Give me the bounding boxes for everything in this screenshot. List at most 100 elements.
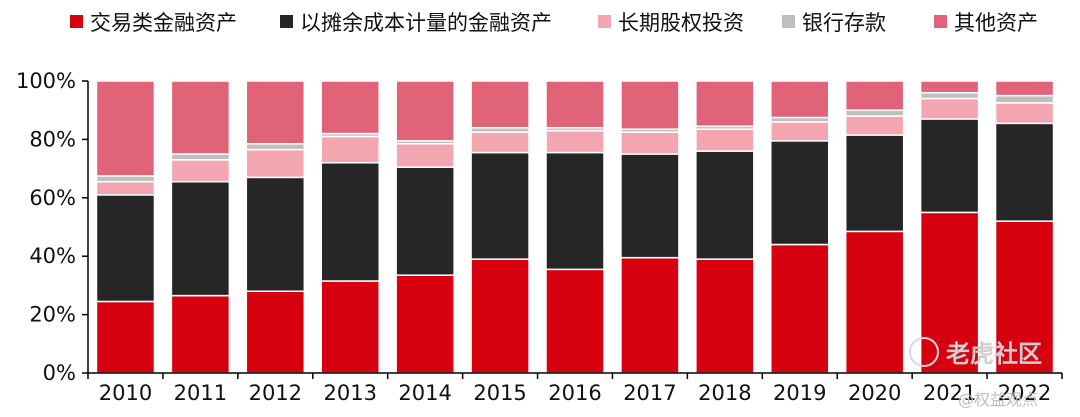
y-tick-label-4: 80% (29, 127, 76, 151)
watermark: 老虎社区 @权益观点 (909, 337, 1042, 409)
bar-segment-2020-0 (844, 230, 905, 374)
bar-segment-2018-0 (695, 258, 755, 374)
bar-segment-2012-3 (245, 143, 306, 151)
x-tick-label-2016: 2016 (548, 381, 601, 405)
x-tick-label-2015: 2015 (473, 381, 526, 405)
bar-stack-2021 (919, 80, 980, 374)
bar-segment-2016-1 (545, 151, 605, 271)
legend-label-0: 交易类金融资产 (90, 11, 237, 35)
bar-segment-2013-4 (320, 80, 380, 135)
watermark-brand: 老虎社区 (946, 340, 1042, 368)
x-tick-label-2019: 2019 (773, 381, 826, 405)
y-tick-label-2: 40% (29, 244, 76, 268)
y-tick-label-5: 100% (16, 69, 76, 93)
bar-segment-2018-4 (695, 80, 755, 128)
bar-segment-2012-1 (245, 176, 306, 292)
bar-segment-2010-1 (95, 194, 156, 303)
bar-segment-2016-4 (545, 80, 605, 129)
bar-segment-2012-2 (245, 148, 306, 179)
y-tick-label-1: 20% (29, 303, 76, 327)
bar-segment-2020-4 (844, 80, 905, 111)
bar-stack-2013 (320, 80, 380, 374)
bar-stack-2020 (844, 80, 905, 374)
bar-segment-2017-0 (620, 256, 680, 374)
bar-segment-2011-3 (170, 153, 231, 161)
legend-swatch-1 (280, 15, 293, 28)
bar-stack-2015 (470, 80, 530, 374)
bar-segment-2015-2 (470, 131, 530, 154)
watermark-logo-icon (909, 337, 939, 367)
bar-segment-2014-0 (395, 274, 455, 374)
y-tick-label-3: 60% (29, 186, 76, 210)
bar-segment-2022-3 (994, 94, 1055, 104)
bar-segment-2013-0 (320, 280, 380, 374)
bar-segment-2020-2 (844, 115, 905, 136)
bar-segment-2014-2 (395, 143, 455, 168)
bar-segment-2018-1 (695, 150, 755, 260)
legend-label-3: 银行存款 (802, 11, 886, 35)
bar-stack-2017 (620, 80, 680, 374)
bar-segment-2010-3 (95, 175, 156, 183)
x-tick-label-2012: 2012 (249, 381, 302, 405)
bar-segment-2011-0 (170, 294, 231, 374)
bar-stack-2019 (770, 80, 830, 374)
bar-segment-2022-1 (994, 122, 1055, 222)
bar-segment-2019-0 (770, 243, 830, 374)
bar-segment-2013-1 (320, 162, 380, 282)
bar-segment-2011-4 (170, 80, 231, 155)
bar-stack-2011 (170, 80, 231, 374)
bar-segment-2020-1 (844, 134, 905, 233)
x-tick-label-2013: 2013 (324, 381, 377, 405)
x-tick-label-2020: 2020 (848, 381, 901, 405)
bar-segment-2010-2 (95, 180, 156, 196)
legend-label-1: 以摊余成本计量的金融资产 (300, 11, 552, 35)
legend-label-2: 长期股权投资 (618, 11, 744, 35)
bar-segment-2013-2 (320, 135, 380, 164)
bar-segment-2011-1 (170, 180, 231, 297)
bar-stack-2012 (245, 80, 306, 374)
bar-segment-2021-2 (919, 97, 980, 120)
bar-segment-2021-1 (919, 118, 980, 214)
bar-stack-2016 (545, 80, 605, 374)
bar-segment-2015-4 (470, 80, 530, 129)
legend-label-4: 其他资产 (954, 11, 1038, 35)
x-axis: 2010 2011 2012 2013 2014 2015 2016 2017 2018 2019… (87, 372, 1063, 405)
bar-segment-2019-2 (770, 121, 830, 142)
x-tick-label-2010: 2010 (99, 381, 152, 405)
y-axis: 0% 20% 40% 60% 80% 100% (16, 69, 89, 385)
bar-stack-2022 (994, 80, 1055, 374)
bar-segment-2017-4 (620, 80, 680, 130)
watermark-handle: @权益观点 (958, 390, 1038, 409)
bar-segment-2012-4 (245, 80, 306, 145)
x-tick-label-2017: 2017 (623, 381, 676, 405)
x-tick-label-2021: 2021 (923, 381, 976, 405)
bar-segment-2021-3 (919, 91, 980, 100)
bars (95, 80, 1055, 374)
x-tick-label-2022: 2022 (998, 381, 1051, 405)
bar-segment-2018-2 (695, 128, 755, 152)
bar-segment-2021-4 (919, 80, 980, 94)
bar-segment-2015-0 (470, 258, 530, 374)
bar-stack-2014 (395, 80, 455, 374)
bar-segment-2019-1 (770, 140, 830, 246)
y-tick-label-0: 0% (43, 361, 76, 385)
bar-segment-2017-1 (620, 153, 680, 259)
bar-segment-2019-4 (770, 80, 830, 119)
legend-swatch-3 (782, 15, 795, 28)
bar-segment-2012-0 (245, 290, 306, 374)
bar-stack-2010 (95, 80, 156, 374)
bar-stack-2018 (695, 80, 755, 374)
x-tick-label-2011: 2011 (174, 381, 227, 405)
legend: 交易类金融资产 以摊余成本计量的金融资产 长期股权投资 银行存款 其他资产 (70, 11, 1038, 35)
bar-segment-2020-3 (844, 109, 905, 117)
bar-segment-2022-2 (994, 102, 1055, 125)
bar-segment-2016-2 (545, 129, 605, 154)
bar-segment-2011-2 (170, 159, 231, 183)
bar-segment-2014-1 (395, 166, 455, 276)
legend-swatch-2 (598, 15, 611, 28)
bar-segment-2022-0 (994, 220, 1055, 374)
bar-segment-2014-4 (395, 80, 455, 142)
bar-segment-2015-1 (470, 151, 530, 260)
bar-segment-2010-4 (95, 80, 156, 177)
